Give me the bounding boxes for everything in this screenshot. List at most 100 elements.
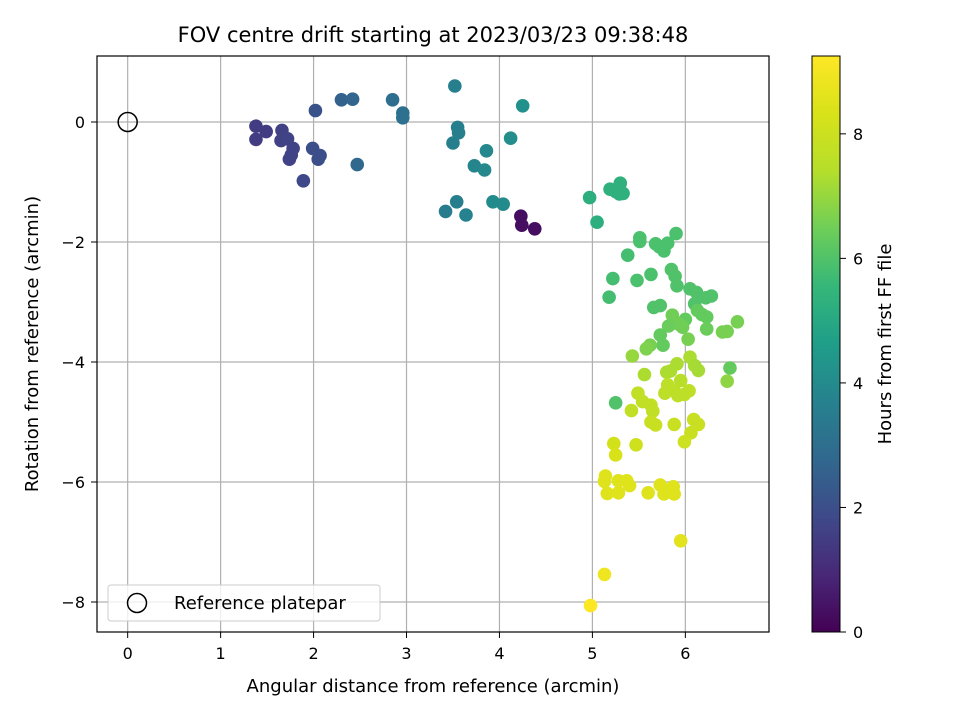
data-point — [660, 236, 675, 250]
data-point — [280, 132, 295, 146]
x-tick-label: 5 — [587, 644, 597, 663]
x-tick-label: 4 — [494, 644, 504, 663]
data-point — [608, 448, 623, 462]
data-point — [449, 195, 464, 209]
reference-marker — [117, 111, 138, 133]
data-point — [723, 361, 737, 375]
data-point — [682, 384, 696, 398]
data-point — [677, 435, 692, 449]
data-point — [720, 374, 734, 389]
x-axis-label: Angular distance from reference (arcmin) — [247, 676, 620, 697]
data-point — [446, 136, 460, 150]
data-point — [658, 386, 672, 401]
data-point — [653, 328, 668, 342]
data-point — [527, 222, 542, 236]
data-point — [496, 197, 510, 211]
data-point — [675, 320, 690, 335]
legend: Reference platepar — [107, 584, 381, 622]
legend-reference-marker — [126, 592, 148, 614]
data-point — [691, 363, 706, 378]
x-axis-ticks: 0 1 2 3 4 5 6 — [123, 632, 690, 663]
data-point — [622, 478, 637, 493]
data-point — [313, 148, 327, 163]
plot-frame — [96, 55, 770, 633]
data-point — [661, 319, 676, 333]
y-axis-label: Rotation from reference (arcmin) — [22, 196, 43, 492]
data-point — [669, 226, 683, 241]
data-point — [673, 534, 688, 548]
data-point — [583, 598, 598, 613]
data-point — [345, 92, 360, 106]
data-point — [608, 396, 623, 410]
data-point — [699, 310, 714, 324]
colorbar — [811, 55, 841, 633]
data-point — [606, 271, 620, 286]
data-point — [296, 174, 311, 188]
data-point — [479, 144, 494, 158]
data-point — [644, 267, 658, 282]
data-point — [385, 93, 400, 107]
data-point — [630, 273, 644, 288]
data-point — [616, 186, 630, 201]
x-tick-label: 3 — [401, 644, 411, 663]
data-point — [600, 486, 615, 501]
x-tick-label: 0 — [123, 644, 133, 663]
data-point — [249, 119, 263, 133]
data-point — [620, 248, 635, 262]
colorbar-label: Hours from first FF file — [875, 244, 896, 445]
legend-box — [107, 584, 381, 622]
data-point — [467, 159, 482, 173]
x-tick-label: 6 — [680, 644, 690, 663]
data-point — [448, 79, 462, 93]
colorbar-ticks: 0 2 4 6 8 — [840, 125, 863, 642]
data-point — [624, 403, 639, 418]
data-point — [477, 163, 492, 177]
data-point — [438, 204, 453, 219]
data-point — [646, 404, 660, 419]
chart-title: FOV centre drift starting at 2023/03/23 … — [178, 23, 689, 47]
data-point — [606, 436, 621, 451]
data-point — [730, 315, 745, 329]
data-point — [625, 349, 640, 363]
data-point — [582, 190, 597, 205]
colorbar-tick-label: 6 — [853, 249, 863, 268]
data-point — [486, 195, 500, 209]
data-point — [590, 215, 604, 229]
data-point — [639, 342, 654, 356]
data-point — [597, 567, 612, 582]
data-point — [633, 234, 647, 249]
data-point — [308, 103, 323, 118]
data-point — [637, 367, 652, 382]
colorbar-tick-label: 0 — [853, 623, 863, 642]
reference-platepar-marker — [117, 111, 138, 133]
y-tick-label: −8 — [61, 593, 85, 612]
y-tick-label: −2 — [61, 233, 85, 252]
data-point — [667, 487, 681, 501]
data-point — [704, 289, 719, 303]
y-axis-ticks: 0 −2 −4 −6 −8 — [61, 113, 97, 612]
data-point — [249, 132, 263, 147]
data-point — [673, 373, 688, 388]
data-point — [681, 332, 695, 347]
data-point — [670, 357, 684, 371]
data-point — [259, 124, 273, 139]
y-tick-label: −4 — [61, 353, 85, 372]
y-tick-label: 0 — [75, 113, 85, 132]
data-point — [611, 486, 626, 500]
colorbar-tick-label: 8 — [853, 125, 863, 144]
data-point — [629, 438, 643, 452]
data-point — [602, 290, 616, 305]
colorbar-tick-label: 2 — [853, 498, 863, 517]
legend-entry-reference: Reference platepar — [174, 593, 346, 614]
data-point — [503, 131, 518, 145]
data-point — [350, 157, 365, 172]
x-tick-label: 2 — [308, 644, 318, 663]
data-point — [656, 338, 670, 353]
data-point — [459, 208, 473, 222]
data-point — [334, 93, 349, 107]
data-point — [597, 474, 612, 489]
data-point — [715, 325, 730, 339]
data-point — [699, 322, 714, 336]
data-point — [284, 148, 299, 162]
